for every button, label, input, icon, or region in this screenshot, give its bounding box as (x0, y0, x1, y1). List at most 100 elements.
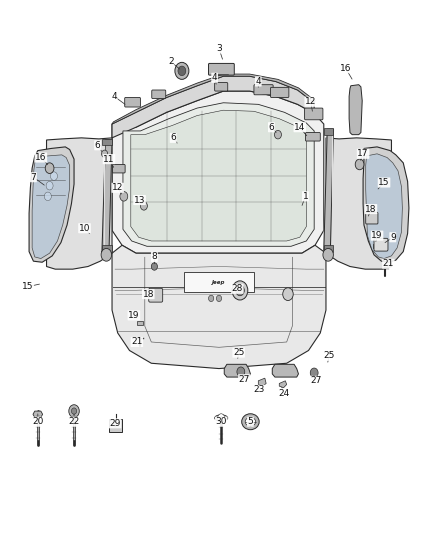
Polygon shape (324, 130, 333, 252)
Bar (324, 128, 333, 135)
Polygon shape (112, 245, 326, 368)
Text: 15: 15 (378, 178, 390, 187)
FancyBboxPatch shape (152, 90, 166, 99)
Polygon shape (112, 76, 314, 138)
FancyBboxPatch shape (254, 85, 273, 95)
Polygon shape (137, 321, 143, 325)
Text: 27: 27 (310, 376, 321, 385)
Text: 11: 11 (103, 155, 115, 164)
Circle shape (50, 172, 57, 180)
Text: 30: 30 (215, 417, 227, 426)
Text: 16: 16 (340, 64, 351, 72)
Circle shape (69, 405, 79, 417)
Text: 13: 13 (134, 196, 145, 205)
Text: 17: 17 (357, 149, 369, 158)
Polygon shape (46, 138, 112, 269)
Text: 25: 25 (233, 348, 244, 357)
Text: 23: 23 (254, 385, 265, 394)
Text: 12: 12 (112, 183, 124, 192)
Circle shape (232, 281, 248, 300)
Circle shape (236, 285, 244, 296)
Polygon shape (224, 365, 251, 377)
Ellipse shape (245, 417, 256, 426)
Polygon shape (279, 381, 287, 387)
Polygon shape (102, 140, 112, 252)
Circle shape (175, 62, 189, 79)
Polygon shape (112, 74, 315, 124)
Text: 28: 28 (232, 284, 243, 293)
Text: 14: 14 (294, 123, 305, 132)
FancyBboxPatch shape (374, 238, 388, 251)
Text: 21: 21 (383, 260, 394, 268)
Text: 4: 4 (255, 77, 261, 86)
Polygon shape (363, 147, 409, 262)
Text: 6: 6 (170, 133, 176, 142)
FancyBboxPatch shape (109, 418, 122, 432)
FancyBboxPatch shape (125, 98, 141, 107)
Text: 12: 12 (305, 97, 316, 106)
Bar (102, 245, 112, 252)
FancyBboxPatch shape (366, 212, 378, 224)
Polygon shape (131, 110, 306, 241)
Circle shape (208, 295, 214, 302)
Polygon shape (123, 103, 314, 246)
Polygon shape (366, 154, 403, 259)
Text: 6: 6 (268, 123, 274, 132)
Ellipse shape (242, 414, 259, 430)
Text: 29: 29 (110, 419, 121, 428)
FancyBboxPatch shape (149, 288, 162, 302)
Text: 10: 10 (79, 224, 90, 233)
Bar (324, 245, 333, 252)
Text: 8: 8 (152, 253, 157, 261)
Circle shape (178, 66, 186, 76)
Circle shape (71, 408, 77, 414)
Circle shape (218, 414, 225, 422)
Circle shape (141, 201, 148, 210)
Text: 19: 19 (128, 311, 140, 320)
FancyBboxPatch shape (215, 83, 228, 91)
Text: 24: 24 (278, 389, 289, 398)
Text: 27: 27 (239, 375, 250, 384)
Text: 16: 16 (35, 153, 46, 162)
Circle shape (151, 263, 157, 270)
Polygon shape (326, 138, 392, 269)
Text: 1: 1 (303, 192, 308, 201)
FancyBboxPatch shape (271, 87, 289, 98)
Circle shape (355, 159, 364, 169)
Polygon shape (272, 365, 298, 377)
Polygon shape (373, 244, 378, 248)
Polygon shape (349, 85, 362, 135)
Circle shape (44, 192, 51, 200)
FancyBboxPatch shape (305, 133, 320, 141)
Circle shape (45, 163, 54, 173)
Text: 25: 25 (323, 351, 335, 360)
Circle shape (310, 368, 318, 377)
Circle shape (216, 295, 222, 302)
Text: 7: 7 (31, 173, 36, 182)
Polygon shape (112, 91, 324, 253)
Circle shape (120, 191, 128, 201)
Text: 4: 4 (212, 73, 217, 82)
Text: 9: 9 (390, 233, 396, 242)
Circle shape (102, 150, 108, 158)
Polygon shape (33, 411, 42, 417)
Text: 6: 6 (95, 141, 100, 150)
Text: 22: 22 (68, 417, 80, 426)
Circle shape (101, 248, 112, 261)
Polygon shape (29, 147, 74, 262)
Ellipse shape (215, 415, 228, 421)
FancyBboxPatch shape (208, 63, 234, 75)
FancyBboxPatch shape (113, 165, 125, 173)
Bar (102, 139, 112, 146)
Circle shape (237, 367, 245, 376)
Text: Jeep: Jeep (212, 280, 226, 285)
Polygon shape (184, 272, 254, 292)
Text: 3: 3 (216, 44, 222, 53)
Text: 5: 5 (247, 417, 253, 426)
Text: 15: 15 (22, 282, 34, 291)
Text: 2: 2 (168, 58, 174, 66)
Text: 19: 19 (371, 231, 383, 240)
Polygon shape (258, 378, 266, 386)
Circle shape (283, 288, 293, 301)
Circle shape (323, 248, 333, 261)
